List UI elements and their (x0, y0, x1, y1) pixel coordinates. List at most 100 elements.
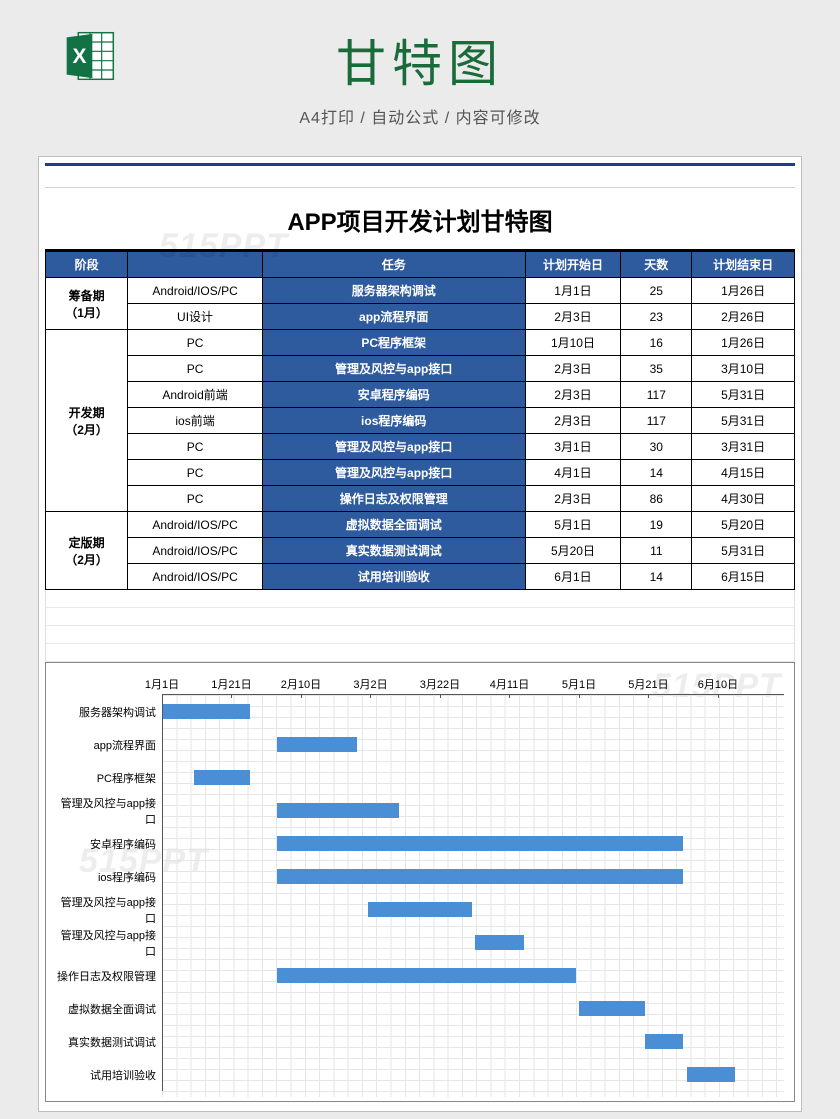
axis-tick-label: 2月10日 (281, 676, 321, 692)
gantt-bar (277, 968, 575, 983)
gantt-row: 管理及风控与app接口 (56, 893, 784, 926)
task-cell: app流程界面 (262, 304, 525, 330)
start-cell: 4月1日 (525, 460, 621, 486)
gantt-row-label: app流程界面 (56, 737, 162, 753)
axis-tick-label: 1月21日 (211, 676, 251, 692)
gantt-bar (368, 902, 472, 917)
task-cell: PC程序框架 (262, 330, 525, 356)
axis-tick-label: 5月21日 (628, 676, 668, 692)
phase-cell: 筹备期（1月） (46, 278, 128, 330)
axis-tick-label: 4月11日 (490, 676, 530, 692)
gantt-row-label: 试用培训验收 (56, 1067, 162, 1083)
end-cell: 5月31日 (692, 382, 795, 408)
axis-tick-label: 6月10日 (698, 676, 738, 692)
end-cell: 3月10日 (692, 356, 795, 382)
column-header: 计划开始日 (525, 252, 621, 278)
platform-cell: PC (128, 460, 263, 486)
days-cell: 35 (621, 356, 692, 382)
task-cell: 真实数据测试调试 (262, 538, 525, 564)
days-cell: 117 (621, 408, 692, 434)
task-cell: 操作日志及权限管理 (262, 486, 525, 512)
gantt-row: ios程序编码 (56, 860, 784, 893)
gantt-row-label: 虚拟数据全面调试 (56, 1001, 162, 1017)
gantt-row-label: 真实数据测试调试 (56, 1034, 162, 1050)
start-cell: 2月3日 (525, 356, 621, 382)
gantt-bar (277, 869, 683, 884)
days-cell: 11 (621, 538, 692, 564)
start-cell: 2月3日 (525, 486, 621, 512)
end-cell: 2月26日 (692, 304, 795, 330)
axis-tick-label: 3月22日 (420, 676, 460, 692)
gantt-bar (475, 935, 524, 950)
table-row: PC管理及风控与app接口2月3日353月10日 (46, 356, 795, 382)
phase-cell: 定版期（2月） (46, 512, 128, 590)
start-cell: 5月1日 (525, 512, 621, 538)
days-cell: 117 (621, 382, 692, 408)
gantt-bar (194, 770, 250, 785)
gantt-bar (277, 803, 398, 818)
task-cell: 试用培训验收 (262, 564, 525, 590)
platform-cell: Android前端 (128, 382, 263, 408)
gantt-bar (277, 737, 357, 752)
task-cell: 管理及风控与app接口 (262, 356, 525, 382)
platform-cell: Android/IOS/PC (128, 564, 263, 590)
gantt-row: 试用培训验收 (56, 1058, 784, 1091)
gantt-row-label: 安卓程序编码 (56, 836, 162, 852)
gantt-bar (163, 704, 250, 719)
gantt-row-label: 服务器架构调试 (56, 704, 162, 720)
days-cell: 16 (621, 330, 692, 356)
axis-tick-label: 3月2日 (353, 676, 387, 692)
table-row: UI设计app流程界面2月3日232月26日 (46, 304, 795, 330)
end-cell: 3月31日 (692, 434, 795, 460)
gantt-row-label: 操作日志及权限管理 (56, 968, 162, 984)
days-cell: 25 (621, 278, 692, 304)
column-header: 阶段 (46, 252, 128, 278)
task-cell: 管理及风控与app接口 (262, 460, 525, 486)
task-cell: 服务器架构调试 (262, 278, 525, 304)
task-cell: 安卓程序编码 (262, 382, 525, 408)
gantt-axis: 1月1日1月21日2月10日3月2日3月22日4月11日5月1日5月21日6月1… (56, 671, 784, 695)
gantt-track (162, 794, 784, 827)
blank-row (45, 166, 795, 188)
gantt-row: 操作日志及权限管理 (56, 959, 784, 992)
end-cell: 1月26日 (692, 278, 795, 304)
platform-cell: ios前端 (128, 408, 263, 434)
end-cell: 1月26日 (692, 330, 795, 356)
platform-cell: PC (128, 486, 263, 512)
start-cell: 1月10日 (525, 330, 621, 356)
gantt-bar (579, 1001, 645, 1016)
phase-cell: 开发期（2月） (46, 330, 128, 512)
table-row: 开发期（2月）PCPC程序框架1月10日161月26日 (46, 330, 795, 356)
end-cell: 4月15日 (692, 460, 795, 486)
table-row: Android/IOS/PC试用培训验收6月1日146月15日 (46, 564, 795, 590)
gantt-row-label: 管理及风控与app接口 (56, 795, 162, 827)
gantt-track (162, 695, 784, 728)
days-cell: 30 (621, 434, 692, 460)
end-cell: 5月31日 (692, 538, 795, 564)
plan-table: 阶段任务计划开始日天数计划结束日 筹备期（1月）Android/IOS/PC服务… (45, 251, 795, 590)
task-cell: 虚拟数据全面调试 (262, 512, 525, 538)
gantt-track (162, 893, 784, 926)
platform-cell: PC (128, 434, 263, 460)
end-cell: 5月31日 (692, 408, 795, 434)
column-header: 任务 (262, 252, 525, 278)
start-cell: 6月1日 (525, 564, 621, 590)
column-header (128, 252, 263, 278)
end-cell: 5月20日 (692, 512, 795, 538)
table-row: PC管理及风控与app接口3月1日303月31日 (46, 434, 795, 460)
gantt-track (162, 1025, 784, 1058)
table-row: PC管理及风控与app接口4月1日144月15日 (46, 460, 795, 486)
start-cell: 3月1日 (525, 434, 621, 460)
gantt-row: app流程界面 (56, 728, 784, 761)
gantt-row: 虚拟数据全面调试 (56, 992, 784, 1025)
gantt-row: 安卓程序编码 (56, 827, 784, 860)
start-cell: 2月3日 (525, 408, 621, 434)
platform-cell: UI设计 (128, 304, 263, 330)
page-subtitle: A4打印 / 自动公式 / 内容可修改 (299, 104, 540, 128)
table-header-row: 阶段任务计划开始日天数计划结束日 (46, 252, 795, 278)
gantt-row-label: ios程序编码 (56, 869, 162, 885)
table-row: 筹备期（1月）Android/IOS/PC服务器架构调试1月1日251月26日 (46, 278, 795, 304)
days-cell: 14 (621, 460, 692, 486)
blank-rows (45, 590, 795, 662)
gantt-row-label: 管理及风控与app接口 (56, 927, 162, 959)
